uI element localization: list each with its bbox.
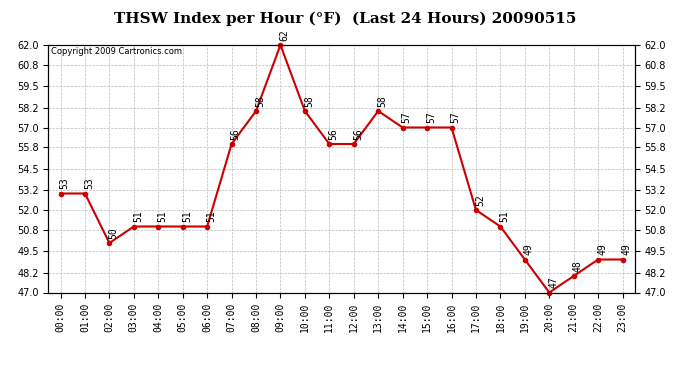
Text: 51: 51 [206, 211, 216, 222]
Text: 62: 62 [279, 29, 290, 41]
Text: 57: 57 [451, 112, 461, 123]
Text: Copyright 2009 Cartronics.com: Copyright 2009 Cartronics.com [51, 48, 182, 57]
Text: THSW Index per Hour (°F)  (Last 24 Hours) 20090515: THSW Index per Hour (°F) (Last 24 Hours)… [114, 11, 576, 26]
Text: 58: 58 [377, 95, 387, 107]
Text: 56: 56 [230, 128, 241, 140]
Text: 51: 51 [157, 211, 168, 222]
Text: 48: 48 [573, 260, 583, 272]
Text: 56: 56 [353, 128, 363, 140]
Text: 51: 51 [133, 211, 143, 222]
Text: 58: 58 [255, 95, 265, 107]
Text: 56: 56 [328, 128, 339, 140]
Text: 53: 53 [84, 178, 94, 189]
Text: 49: 49 [598, 244, 607, 255]
Text: 51: 51 [182, 211, 192, 222]
Text: 58: 58 [304, 95, 314, 107]
Text: 51: 51 [500, 211, 509, 222]
Text: 53: 53 [60, 178, 70, 189]
Text: 57: 57 [426, 112, 436, 123]
Text: 50: 50 [108, 227, 119, 239]
Text: 57: 57 [402, 112, 412, 123]
Text: 49: 49 [622, 244, 632, 255]
Text: 47: 47 [549, 277, 558, 288]
Text: 52: 52 [475, 194, 485, 206]
Text: 49: 49 [524, 244, 534, 255]
